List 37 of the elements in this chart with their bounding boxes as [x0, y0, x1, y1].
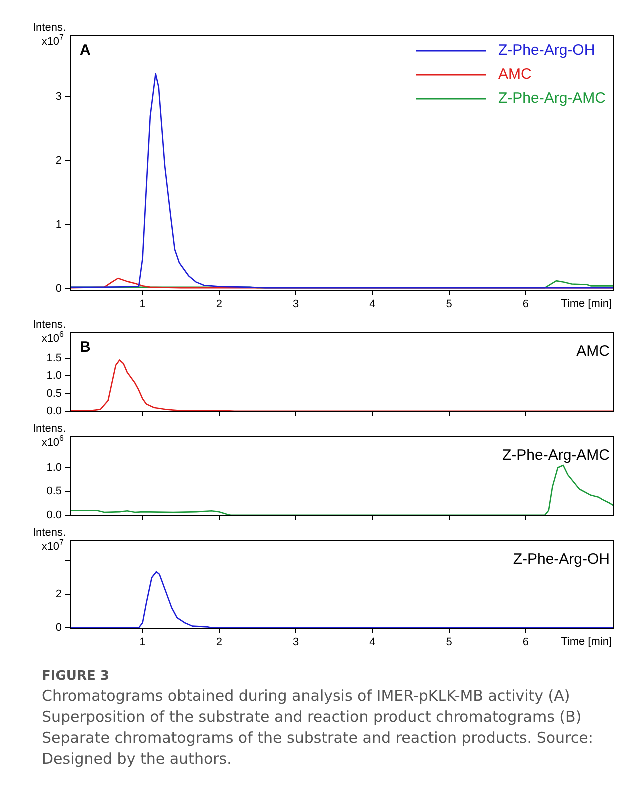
y-tick-label: 3 [56, 91, 62, 104]
text: B [80, 339, 91, 356]
y-tick-label: 0.0 [46, 509, 62, 522]
y-tick-label: 2 [56, 588, 62, 601]
y-tick-label: 0 [56, 622, 62, 634]
text: Chromatograms obtained during analysis of IMER-pKLK-MB activity (A) Superposition of the substrate and reaction product chromatograms (B) Separate chromatograms of the substrate and reaction products. Source: Designed by the authors. [42, 686, 594, 770]
x-tick-label: 4 [370, 298, 376, 311]
x-tick-label: 4 [370, 636, 376, 649]
caption: FIGURE 3 [42, 669, 110, 684]
y-tick-label: 1 [56, 218, 62, 231]
x-tick-label: 6 [522, 636, 529, 649]
y-tick-label: 1.0 [46, 370, 62, 382]
legend-label: Z-Phe-Arg-AMC [498, 90, 606, 108]
y-tick-label: 2 [56, 154, 62, 167]
x-axis-title: Time [min] [561, 636, 612, 648]
x-tick-label: 3 [292, 636, 300, 649]
y-tick-label: 0 [56, 282, 62, 295]
x-tick-label: 1 [140, 636, 146, 649]
x-axis-title: Time [min] [561, 298, 612, 310]
x-tick-label: 2 [216, 298, 222, 311]
x-tick-label: 2 [216, 636, 222, 649]
text: Z-Phe-Arg-OH [513, 551, 610, 568]
series-label: Z-Phe-Arg-AMC [502, 447, 610, 464]
text: A [80, 42, 91, 59]
y-tick-label: 0.5 [46, 388, 62, 400]
legend-label: AMC [498, 66, 532, 84]
legend-label: Z-Phe-Arg-OH [498, 42, 596, 60]
text: AMC [576, 343, 610, 360]
y-tick-label: 0.0 [46, 405, 62, 418]
x-tick-label: 3 [292, 298, 300, 311]
x-tick-label: 6 [522, 298, 529, 311]
x-tick-label: 1 [140, 298, 146, 311]
x-tick-label: 5 [446, 298, 452, 311]
y-tick-label: 1.5 [46, 352, 62, 364]
y-tick-label: 0.5 [46, 486, 62, 498]
x-tick-label: 5 [446, 636, 452, 649]
y-tick-label: 1.0 [46, 462, 62, 474]
